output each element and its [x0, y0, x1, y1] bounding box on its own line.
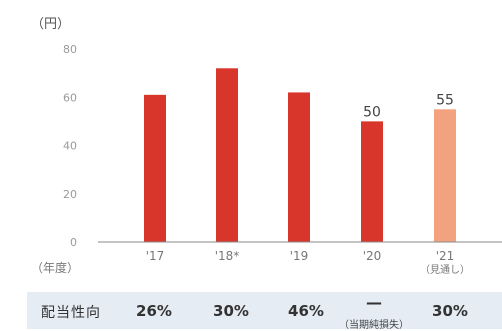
payout-dash-20: —	[366, 293, 382, 312]
payout-value-21: 30%	[432, 302, 468, 320]
net-loss-note: （当期純損失）	[339, 320, 409, 331]
x-tick-label: '20	[363, 249, 382, 263]
y-tick-label: 40	[63, 140, 77, 153]
y-tick-label: 20	[63, 188, 77, 201]
payout-value-17: 26%	[136, 302, 172, 320]
bar	[361, 121, 383, 242]
x-tick-label: '21	[436, 249, 455, 263]
bar-series	[144, 68, 456, 243]
x-tick-label: '18*	[215, 249, 240, 263]
x-tick-label: '17	[146, 249, 165, 263]
data-label: 50	[363, 104, 381, 120]
bar	[216, 68, 238, 242]
data-label: 55	[436, 92, 454, 108]
payout-ratio-label: 配当性向	[41, 305, 101, 321]
y-axis: 0 20 40 60 80	[63, 43, 77, 249]
unit-label: （円）	[31, 17, 70, 32]
dividend-chart: （円） 0 20 40 60 80 50 55 '17 '18* '19 '20 '21（見通し）…	[31, 17, 502, 276]
payout-value-19: 46%	[288, 302, 324, 320]
data-labels: 50 55	[363, 92, 454, 120]
x-axis: '17 '18* '19 '20 '21（見通し）	[146, 249, 470, 276]
y-tick-label: 0	[70, 236, 77, 249]
y-tick-label: 60	[63, 91, 77, 104]
payout-ratio-row: 配当性向 26% 30% 46% — （当期純損失） 30%	[27, 292, 502, 331]
bar	[144, 94, 166, 243]
y-tick-label: 80	[63, 43, 77, 56]
x-tick-note: （見通し）	[420, 264, 470, 276]
x-tick-label: '19	[290, 249, 309, 263]
payout-value-18: 30%	[213, 302, 249, 320]
bar	[434, 109, 456, 242]
x-axis-title: （年度）	[31, 260, 79, 275]
bar	[288, 92, 310, 242]
